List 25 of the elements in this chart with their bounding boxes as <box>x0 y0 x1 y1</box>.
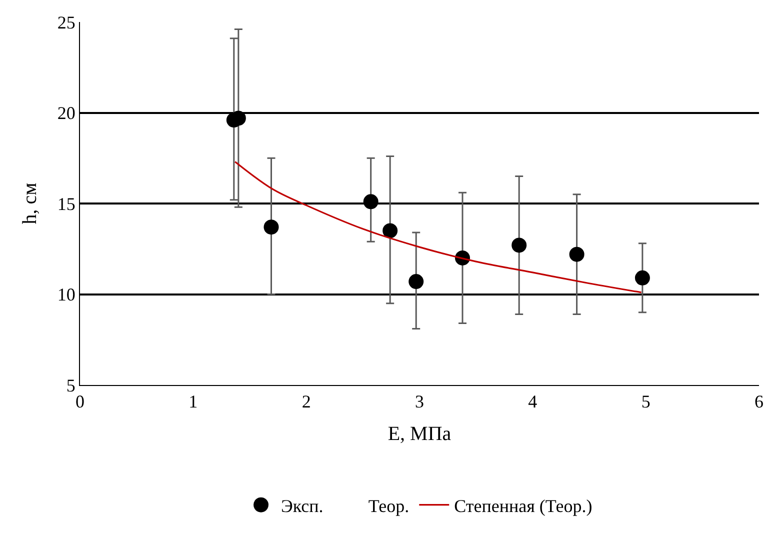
x-tick-label: 4 <box>528 392 538 412</box>
x-tick-label: 1 <box>188 392 198 412</box>
y-tick-label: 25 <box>57 12 76 32</box>
y-tick-label: 20 <box>57 103 76 124</box>
y-tick-label: 15 <box>57 194 76 214</box>
point <box>408 274 424 290</box>
x-tick-label: 6 <box>754 392 764 412</box>
point <box>569 246 584 262</box>
x-tick-label: 5 <box>641 392 650 412</box>
legend-label: Степенная (Теор.) <box>454 496 592 516</box>
x-axis-title: E, МПа <box>388 423 452 446</box>
y-tick-label: 10 <box>57 284 76 305</box>
text: Теор. <box>368 496 410 516</box>
x-tick-label: 2 <box>302 392 311 412</box>
y-tick-label: 5 <box>66 375 76 396</box>
x-tick-label: 3 <box>415 392 424 412</box>
point <box>382 223 398 238</box>
x-tick-label: 0 <box>76 392 84 412</box>
legend-label: Эксп. <box>281 496 324 516</box>
point <box>512 238 527 253</box>
line-series <box>234 160 642 294</box>
point <box>264 220 279 235</box>
point <box>634 270 650 286</box>
point <box>363 194 378 210</box>
y-axis-title: h, см <box>18 182 41 224</box>
